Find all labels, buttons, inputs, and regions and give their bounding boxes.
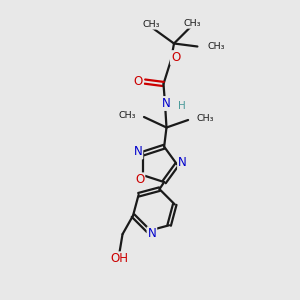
Text: CH₃: CH₃ (207, 42, 224, 51)
Text: O: O (135, 173, 144, 186)
Text: CH₃: CH₃ (183, 19, 201, 28)
Text: CH₃: CH₃ (142, 20, 160, 29)
Text: CH₃: CH₃ (118, 111, 136, 120)
Text: CH₃: CH₃ (196, 114, 214, 123)
Text: OH: OH (110, 252, 128, 265)
Text: N: N (148, 227, 156, 240)
Text: N: N (178, 156, 187, 170)
Text: O: O (171, 51, 180, 64)
Text: N: N (134, 146, 142, 158)
Text: H: H (178, 101, 185, 111)
Text: N: N (162, 97, 171, 110)
Text: O: O (134, 75, 143, 88)
